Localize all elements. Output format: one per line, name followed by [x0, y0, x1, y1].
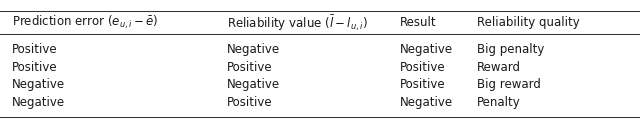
Text: Result: Result — [400, 16, 436, 29]
Text: Positive: Positive — [12, 43, 57, 56]
Text: Penalty: Penalty — [477, 96, 520, 109]
Text: Prediction error $(e_{u,i} - \bar{e})$: Prediction error $(e_{u,i} - \bar{e})$ — [12, 14, 158, 31]
Text: Positive: Positive — [12, 61, 57, 74]
Text: Negative: Negative — [400, 96, 453, 109]
Text: Reward: Reward — [477, 61, 521, 74]
Text: Positive: Positive — [400, 61, 445, 74]
Text: Big reward: Big reward — [477, 78, 541, 91]
Text: Negative: Negative — [12, 96, 65, 109]
Text: Positive: Positive — [227, 96, 273, 109]
Text: Reliability quality: Reliability quality — [477, 16, 580, 29]
Text: Positive: Positive — [227, 61, 273, 74]
Text: Reliability value $(\bar{l} - l_{u,i})$: Reliability value $(\bar{l} - l_{u,i})$ — [227, 13, 368, 33]
Text: Positive: Positive — [400, 78, 445, 91]
Text: Negative: Negative — [227, 78, 280, 91]
Text: Negative: Negative — [400, 43, 453, 56]
Text: Big penalty: Big penalty — [477, 43, 544, 56]
Text: Negative: Negative — [227, 43, 280, 56]
Text: Negative: Negative — [12, 78, 65, 91]
